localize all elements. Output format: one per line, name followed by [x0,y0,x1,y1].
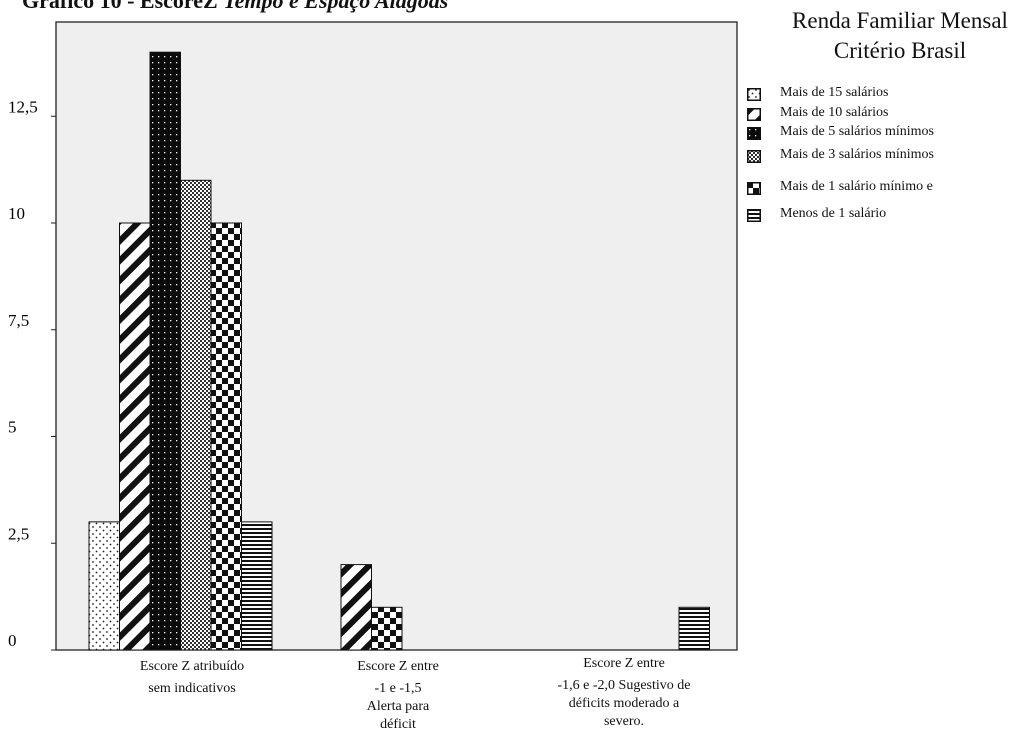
y-tick-label: 10 [8,204,25,223]
bar [119,222,151,651]
legend-label: Mais de 5 salários mínimos [780,124,934,139]
y-axis: 0 2,5 5 7,5 10 12,5 [8,97,56,651]
y-tick-label: 0 [8,631,17,650]
bar [180,179,212,651]
bar [210,222,242,651]
legend-swatch [747,150,761,163]
x-category-label: Escore Z entre -1,6 e -2,0 Sugestivo de dé… [514,655,734,731]
chart-title: Gráfico 10 - EscoreZ Tempo e Espaço Alag… [22,0,448,14]
x-category-line: -1,6 e -2,0 Sugestivo de [557,678,691,693]
legend-title: Renda Familiar Mensal Critério Brasil [770,6,1030,66]
bars [88,51,710,651]
y-tick-label: 7,5 [8,311,29,330]
legend-swatch [747,182,761,195]
legend-swatch [747,127,761,140]
x-category-line: -1 e -1,5 [374,681,422,696]
x-category-line: Escore Z entre [357,659,439,674]
legend-label: Mais de 15 salários [780,85,889,100]
x-category-line: severo. [603,714,645,729]
legend-label: Mais de 10 salários [780,105,889,120]
chart-title-italic: Tempo e Espaço Alagoas [223,0,449,13]
y-tick-label: 5 [8,418,17,437]
x-category-line: Escore Z atribuído [139,659,245,674]
x-category-line: déficits moderado a [568,696,680,711]
legend-swatch [747,209,761,222]
x-category-line: déficit [380,717,416,732]
legend-label: Mais de 1 salário mínimo e [780,179,933,194]
legend-title-line-2: Critério Brasil [833,38,967,63]
legend-swatch [747,88,761,101]
x-category-line: Escore Z entre [583,656,665,671]
bar [88,521,120,651]
x-category-line: Alerta para [366,699,430,714]
y-tick-label: 12,5 [8,97,38,116]
legend-title-line-1: Renda Familiar Mensal [792,8,1008,33]
legend-label: Mais de 3 salários mínimos [780,147,934,162]
x-category-label: Escore Z entre -1 e -1,5 Alerta para défici… [318,658,478,734]
x-category-line: sem indicativos [148,681,236,696]
bar [149,51,181,651]
chart-title-main: Gráfico 10 - EscoreZ [22,0,224,13]
legend-label: Menos de 1 salário [780,206,887,221]
legend-swatch [747,108,761,121]
x-category-label: Escore Z atribuído sem indicativos [87,658,297,698]
bar [340,564,372,651]
y-tick-label: 2,5 [8,524,29,543]
bar [678,606,710,651]
bar [241,521,273,651]
bar [371,606,403,651]
